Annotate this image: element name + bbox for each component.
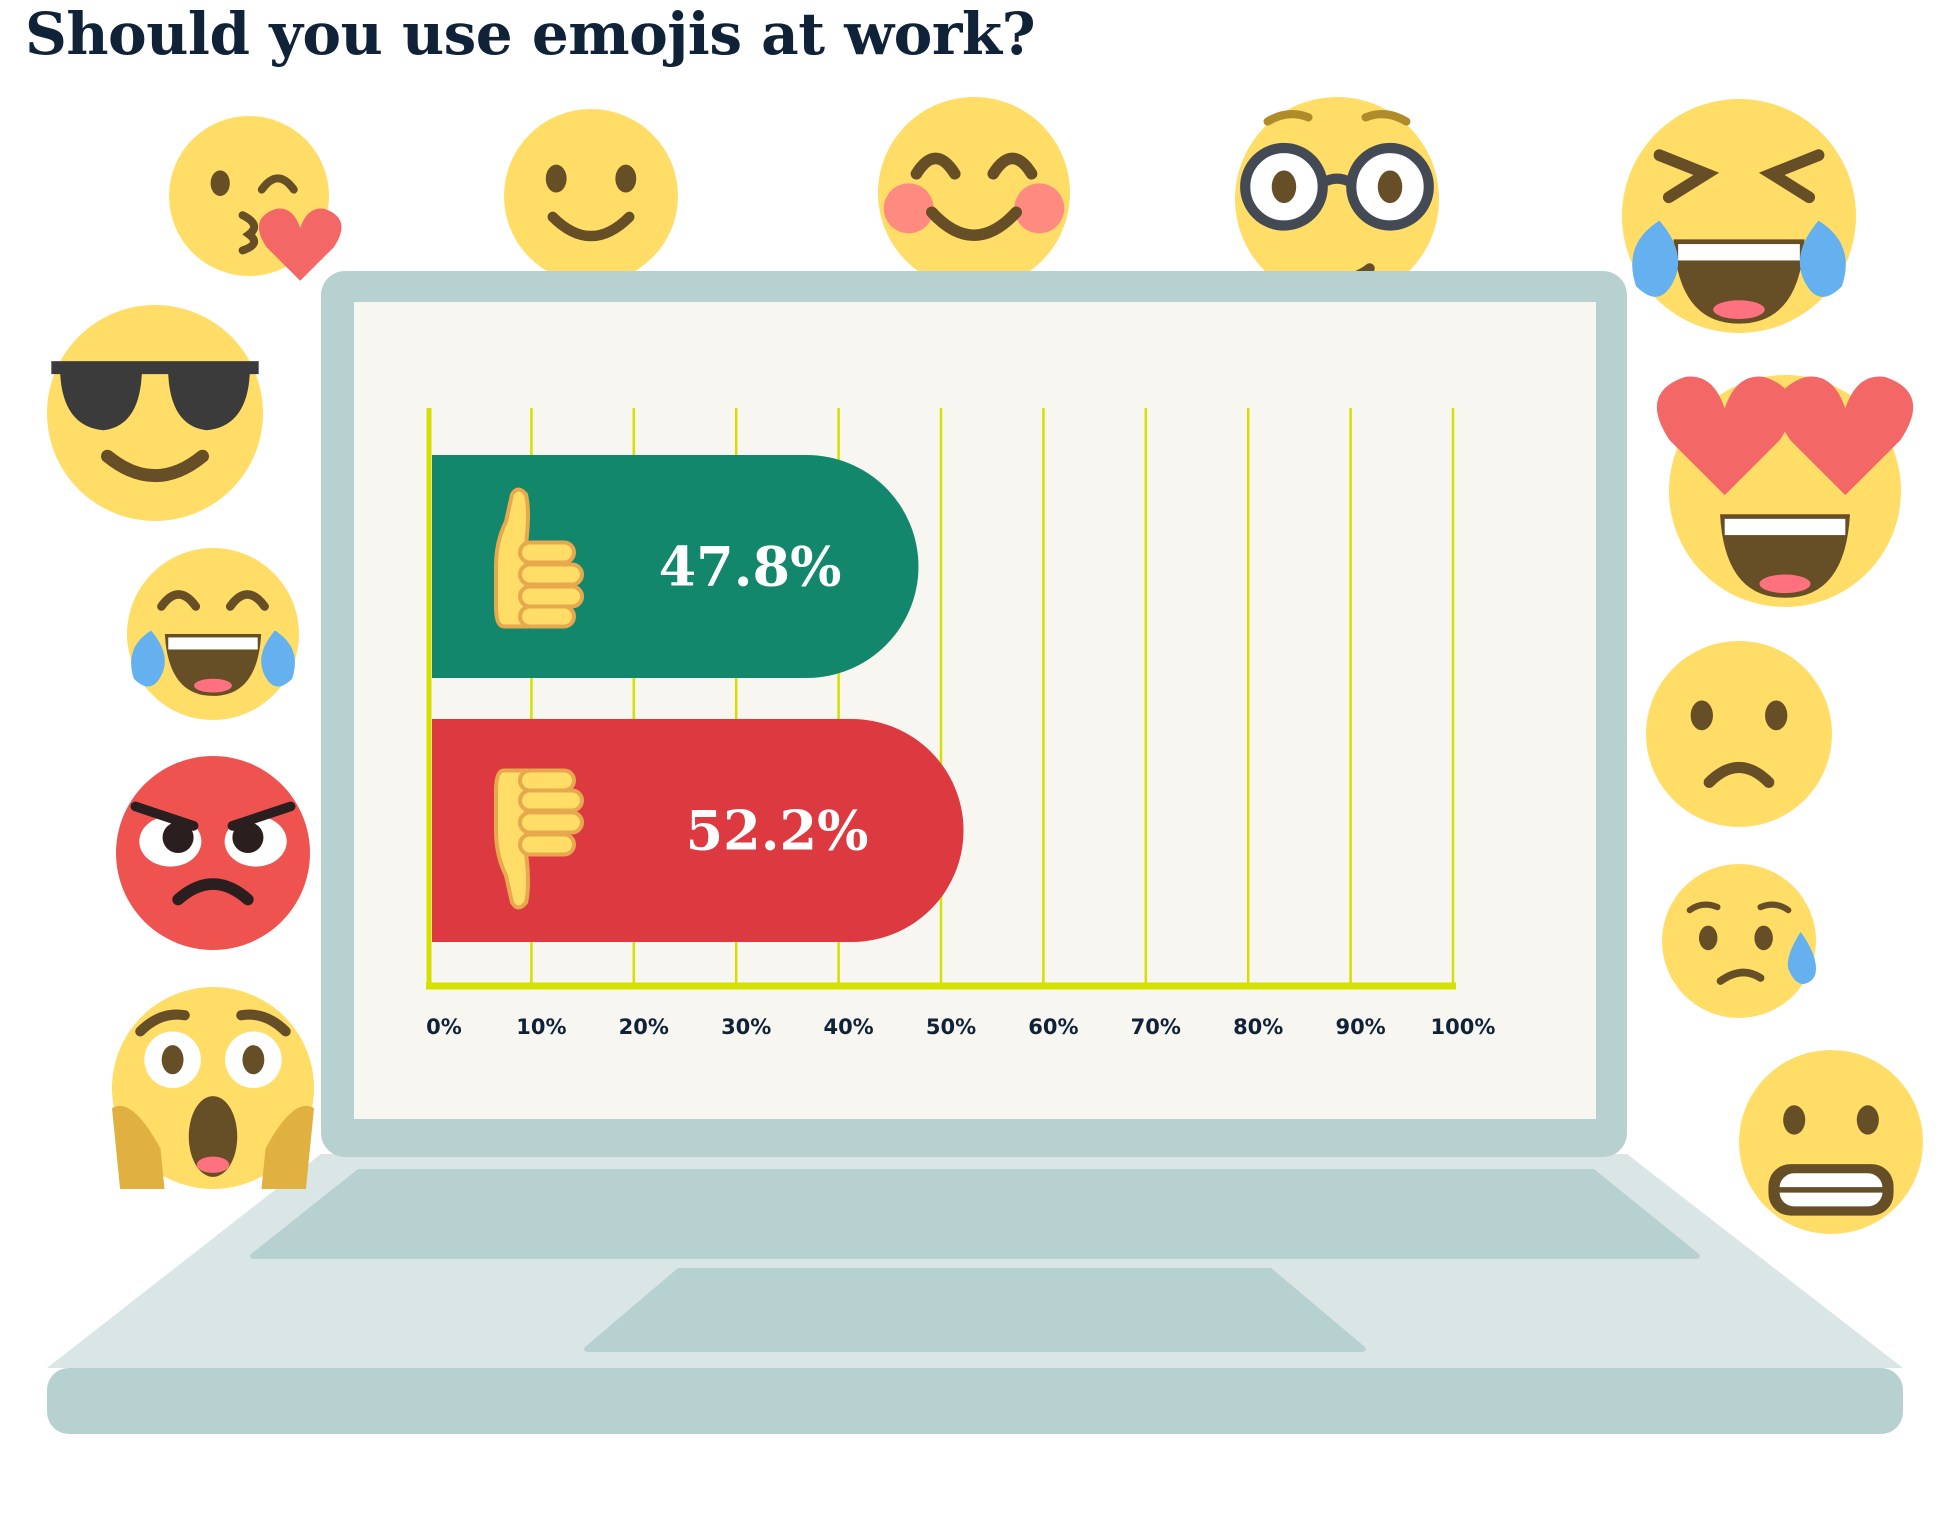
trackpad xyxy=(584,1268,1366,1352)
sunglasses-emoji-icon xyxy=(46,305,263,521)
bar-chart: 47.8% 52.2% 0% 10% 20% 30% 40% 50% 60% 70% 80% 90%… xyxy=(426,408,1495,1039)
smiling-emoji-icon xyxy=(504,109,678,283)
heart-eyes-emoji-icon xyxy=(1656,375,1914,607)
angry-emoji-icon xyxy=(116,756,310,950)
x-tick-label: 100% xyxy=(1431,1015,1496,1039)
screaming-emoji-icon xyxy=(112,987,314,1189)
x-tick-label: 10% xyxy=(516,1015,566,1039)
thumbs-down-icon xyxy=(494,768,584,910)
nerd-glasses-emoji-icon xyxy=(1235,97,1439,301)
bar-value-label: 47.8% xyxy=(659,535,842,599)
x-tick-label: 50% xyxy=(926,1015,976,1039)
grimacing-emoji-icon xyxy=(1739,1050,1923,1234)
x-tick-label: 20% xyxy=(619,1015,669,1039)
screen xyxy=(354,302,1596,1119)
x-tick-label: 60% xyxy=(1028,1015,1078,1039)
x-tick-label: 30% xyxy=(721,1015,771,1039)
x-tick-label: 80% xyxy=(1233,1015,1283,1039)
blushing-emoji-icon xyxy=(878,97,1070,289)
emoji-group-top xyxy=(169,97,1439,301)
kissing-heart-emoji-icon xyxy=(169,116,342,281)
x-tick-label: 40% xyxy=(823,1015,873,1039)
x-tick-label: 70% xyxy=(1131,1015,1181,1039)
frowning-emoji-icon xyxy=(1646,641,1832,827)
x-tick-label: 90% xyxy=(1335,1015,1385,1039)
emoji-group-sides xyxy=(46,99,1923,1234)
bar-value-label: 52.2% xyxy=(686,799,869,863)
laptop xyxy=(47,271,1903,1434)
tears-of-joy-emoji-icon xyxy=(1622,99,1856,334)
tears-of-joy-small-emoji-icon xyxy=(127,548,299,720)
thumbs-up-icon xyxy=(494,487,584,629)
sad-sweat-emoji-icon xyxy=(1662,864,1816,1018)
laptop-base-front xyxy=(47,1368,1903,1434)
page-title: Should you use emojis at work? xyxy=(25,0,1036,68)
keyboard xyxy=(250,1169,1700,1259)
x-tick-label: 0% xyxy=(426,1015,462,1039)
